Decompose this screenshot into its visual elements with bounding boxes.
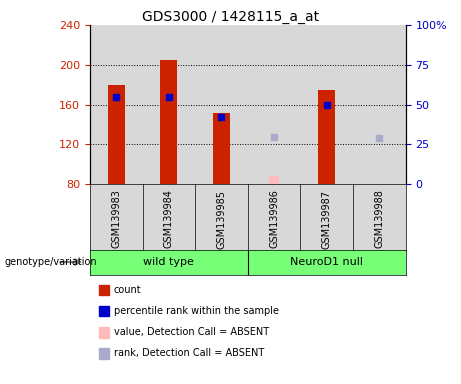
Text: percentile rank within the sample: percentile rank within the sample (114, 306, 279, 316)
Text: GSM139986: GSM139986 (269, 190, 279, 248)
Bar (142, 25, 195, 184)
Bar (353, 25, 406, 184)
Text: GDS3000 / 1428115_a_at: GDS3000 / 1428115_a_at (142, 10, 319, 23)
Text: GSM139984: GSM139984 (164, 190, 174, 248)
Bar (248, 25, 301, 184)
Text: count: count (114, 285, 142, 295)
Bar (160, 60, 177, 184)
Text: GSM139983: GSM139983 (111, 190, 121, 248)
Text: rank, Detection Call = ABSENT: rank, Detection Call = ABSENT (114, 348, 264, 358)
Bar (270, 176, 279, 184)
Bar (90, 25, 142, 184)
Bar (108, 85, 124, 184)
Text: value, Detection Call = ABSENT: value, Detection Call = ABSENT (114, 327, 269, 337)
Text: GSM139987: GSM139987 (322, 190, 332, 248)
Text: genotype/variation: genotype/variation (5, 257, 97, 267)
Bar (318, 90, 335, 184)
Bar (213, 113, 230, 184)
Text: GSM139988: GSM139988 (374, 190, 384, 248)
Text: wild type: wild type (143, 257, 194, 267)
Text: NeuroD1 null: NeuroD1 null (290, 257, 363, 267)
Bar (301, 25, 353, 184)
Text: GSM139985: GSM139985 (217, 190, 226, 248)
Bar (195, 25, 248, 184)
